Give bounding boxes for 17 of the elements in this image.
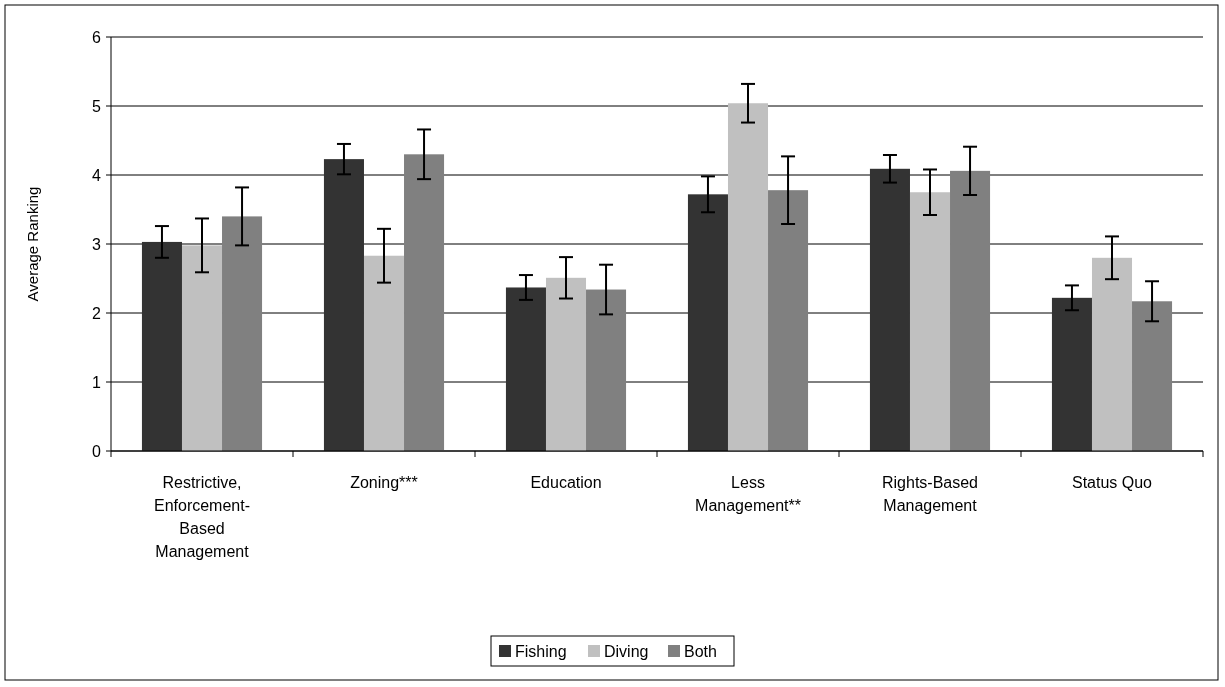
y-tick-label: 2 bbox=[92, 304, 102, 322]
x-tick-label: Zoning*** bbox=[350, 474, 418, 491]
y-tick-label: 1 bbox=[92, 373, 102, 391]
y-tick-label: 6 bbox=[92, 28, 102, 46]
y-tick-label: 3 bbox=[92, 235, 102, 253]
legend-label: Both bbox=[684, 642, 717, 660]
y-axis-title: Average Ranking bbox=[24, 186, 41, 302]
legend-label: Diving bbox=[604, 642, 649, 660]
x-tick-label: Restrictive, Enforcement-Based Management bbox=[153, 474, 251, 560]
x-tick-label: Status Quo bbox=[1071, 474, 1153, 491]
x-tick-label: Rights-Based Management bbox=[881, 474, 979, 514]
y-tick-label: 0 bbox=[92, 442, 102, 460]
x-tick-label: Education bbox=[530, 474, 602, 491]
x-tick-label: Less Management** bbox=[695, 474, 801, 514]
legend-label: Fishing bbox=[515, 642, 567, 660]
y-tick-label: 5 bbox=[92, 97, 102, 115]
y-tick-label: 4 bbox=[92, 166, 102, 184]
